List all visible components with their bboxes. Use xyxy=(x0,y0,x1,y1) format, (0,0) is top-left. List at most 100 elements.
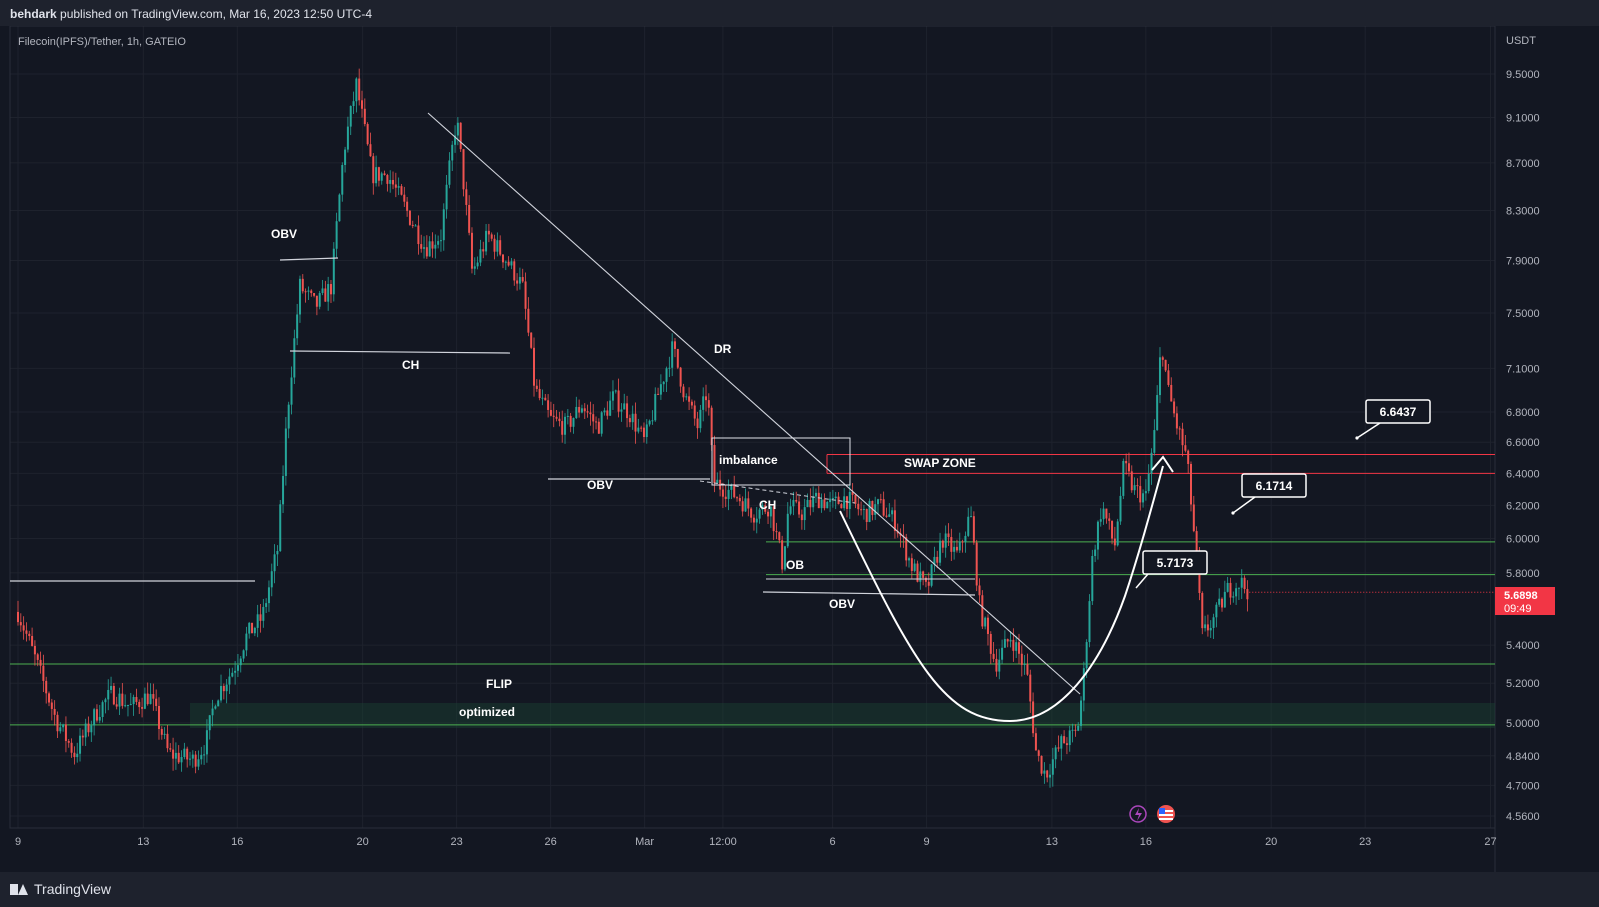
candle-body xyxy=(1133,485,1136,491)
candle-body xyxy=(234,670,237,673)
candle-body xyxy=(936,556,939,563)
candle-body xyxy=(1003,639,1006,648)
time-axis[interactable]: 9 13 16 20 23 26 Mar 12:00 6 9 13 16 20 23 27 xyxy=(15,836,1497,848)
candle-body xyxy=(335,221,338,249)
candle-body xyxy=(1235,588,1238,597)
target-callout-2[interactable]: 6.1714 xyxy=(1231,473,1307,515)
candle-body xyxy=(1189,463,1192,505)
us-flag-event-icon[interactable] xyxy=(1157,805,1175,823)
candle-body xyxy=(744,498,747,512)
candle-body xyxy=(293,338,296,378)
candle-body xyxy=(239,658,242,666)
price-axis[interactable]: 9.5000 9.1000 8.7000 8.3000 7.9000 7.5000 7.10… xyxy=(1506,69,1540,823)
candle-body xyxy=(592,414,595,422)
candle-body xyxy=(840,504,843,509)
candle-body xyxy=(1009,639,1012,642)
candle-body xyxy=(848,491,851,509)
candle-body xyxy=(468,204,471,233)
candle-body xyxy=(344,149,347,166)
published-on: published on TradingView.com, Mar 16, 20… xyxy=(60,7,372,21)
candle-body xyxy=(738,498,741,502)
candle-body xyxy=(1057,747,1060,749)
candle-body xyxy=(1088,601,1091,643)
candle-body xyxy=(214,706,217,709)
candle-body xyxy=(679,367,682,387)
candle-body xyxy=(298,278,301,315)
candle-body xyxy=(366,124,369,145)
candle-body xyxy=(1142,493,1145,503)
levels xyxy=(10,454,1495,726)
candle-body xyxy=(403,194,406,202)
candle-body xyxy=(665,368,668,382)
optimized-zone xyxy=(190,703,1495,728)
candle-body xyxy=(809,499,812,508)
candle-body xyxy=(361,100,364,109)
candle-body xyxy=(259,614,262,621)
candle-body xyxy=(321,288,324,294)
candle-body xyxy=(217,700,220,707)
candle-body xyxy=(705,396,708,401)
candle-body xyxy=(518,277,521,284)
candle-body xyxy=(626,403,629,419)
time-tick-label: 26 xyxy=(544,836,556,848)
candle-body xyxy=(473,266,476,269)
candle-body xyxy=(1040,755,1043,774)
tradingview-logo-icon xyxy=(10,883,28,895)
candle-body xyxy=(575,406,578,419)
lightning-event-icon[interactable] xyxy=(1129,805,1147,823)
candle-body xyxy=(104,699,107,703)
candle-body xyxy=(341,165,344,195)
time-tick-label: 9 xyxy=(15,836,21,848)
price-tick-label: 8.3000 xyxy=(1506,206,1540,218)
candle-body xyxy=(256,614,259,628)
author-name[interactable]: behdark xyxy=(10,7,57,21)
candle-body xyxy=(874,504,877,515)
candle-body xyxy=(905,537,908,561)
candle-body xyxy=(380,173,383,181)
time-tick-label: Mar xyxy=(635,836,654,848)
candle-body xyxy=(758,509,761,519)
candle-body xyxy=(922,571,925,578)
candle-body xyxy=(1215,604,1218,618)
candle-body xyxy=(1001,647,1004,660)
candle-body xyxy=(642,427,645,438)
candle-body xyxy=(1226,582,1229,592)
candle-body xyxy=(1096,521,1099,550)
candle-body xyxy=(42,665,45,681)
candle-body xyxy=(110,685,113,690)
candle-body xyxy=(462,149,465,190)
ch-dashed-line xyxy=(699,480,856,504)
target-callout-1[interactable]: 6.6437 xyxy=(1355,399,1431,440)
candle-body xyxy=(569,415,572,427)
cup-curve xyxy=(839,465,1164,723)
target-callout-3[interactable]: 5.7173 xyxy=(1135,550,1208,589)
candle-body xyxy=(651,420,654,422)
price-tick-label: 7.9000 xyxy=(1506,255,1540,267)
price-chart[interactable]: Filecoin(IPFS)/Tether, 1h, GATEIO USDT O… xyxy=(0,26,1599,872)
candle-body xyxy=(699,409,702,429)
candle-body xyxy=(420,244,423,249)
candle-body xyxy=(555,416,558,419)
candle-body xyxy=(504,261,507,263)
candle-body xyxy=(831,498,834,500)
candle-body xyxy=(814,492,817,497)
candle-body xyxy=(1026,663,1029,675)
candle-body xyxy=(189,758,192,760)
candle-body xyxy=(482,249,485,252)
candle-body xyxy=(282,475,285,505)
candle-body xyxy=(470,232,473,269)
candle-body xyxy=(1094,549,1097,556)
candle-body xyxy=(135,696,138,702)
candle-body xyxy=(513,261,516,281)
candle-body xyxy=(327,284,330,302)
candle-body xyxy=(1246,589,1249,600)
candle-body xyxy=(1153,430,1156,453)
price-tick-label: 4.8400 xyxy=(1506,751,1540,763)
candle-body xyxy=(1243,577,1246,590)
candle-body xyxy=(186,748,189,760)
candle-body xyxy=(609,400,612,416)
candle-body xyxy=(222,685,225,692)
candle-body xyxy=(944,533,947,548)
tradingview-logo[interactable]: TradingView xyxy=(10,881,111,897)
candle-body xyxy=(445,184,448,210)
